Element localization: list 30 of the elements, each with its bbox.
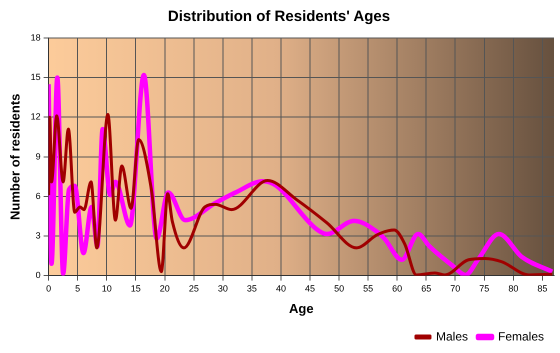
x-tick-label: 30 xyxy=(218,283,228,294)
x-tick-label: 80 xyxy=(508,283,518,294)
x-tick-label: 45 xyxy=(305,283,316,294)
x-tick-label: 20 xyxy=(160,283,170,294)
x-tick-label: 50 xyxy=(334,283,344,294)
x-tick-label: 65 xyxy=(421,283,432,294)
y-tick-label: 3 xyxy=(36,230,41,240)
x-tick-label: 75 xyxy=(479,283,490,294)
legend-label: Females xyxy=(498,329,544,344)
y-tick-label: 0 xyxy=(36,270,41,280)
x-tick-label: 0 xyxy=(46,283,52,294)
x-tick-label: 10 xyxy=(102,283,112,294)
x-tick-label: 85 xyxy=(537,283,548,294)
chart-title: Distribution of Residents' Ages xyxy=(168,8,390,26)
x-tick-label: 15 xyxy=(130,283,141,294)
x-tick-label: 40 xyxy=(276,283,286,294)
y-tick-label: 15 xyxy=(30,72,41,82)
y-tick-label: 6 xyxy=(36,190,41,201)
x-tick-label: 35 xyxy=(246,283,257,294)
x-tick-label: 25 xyxy=(188,283,199,294)
y-axis-title: Number of residents xyxy=(7,94,22,220)
x-tick-label: 5 xyxy=(75,283,80,294)
x-tick-label: 60 xyxy=(392,283,402,294)
y-tick-label: 9 xyxy=(36,151,41,162)
y-tick-label: 18 xyxy=(30,32,41,42)
y-tick-label: 12 xyxy=(30,112,41,122)
x-tick-label: 70 xyxy=(450,283,460,294)
x-tick-label: 55 xyxy=(363,283,374,294)
x-axis-title: Age xyxy=(289,300,314,316)
legend-label: Males xyxy=(436,329,468,344)
